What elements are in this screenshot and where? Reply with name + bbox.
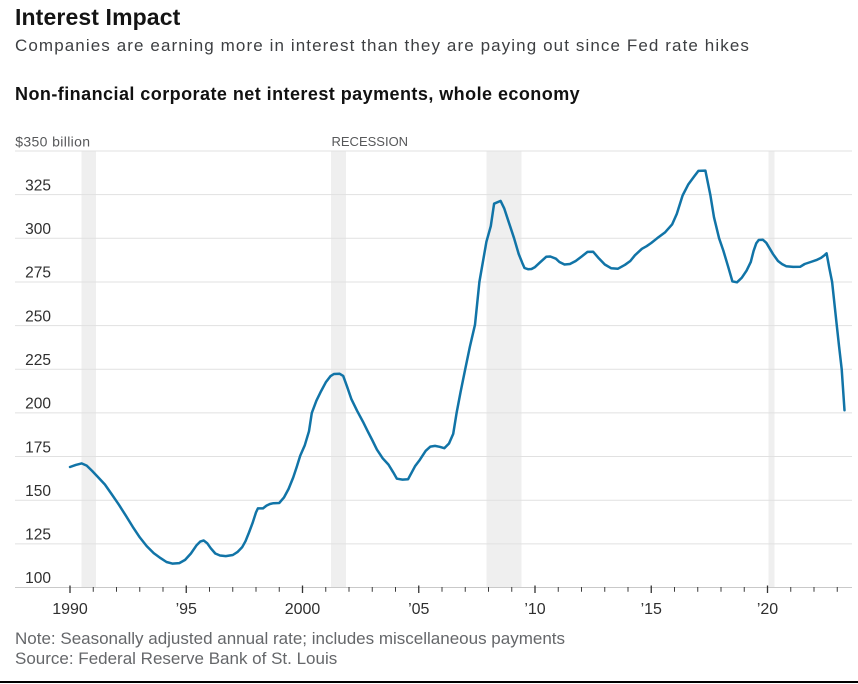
svg-text:’20: ’20 (757, 601, 778, 618)
svg-text:’15: ’15 (641, 601, 662, 618)
svg-text:100: 100 (25, 570, 51, 587)
svg-text:125: 125 (25, 527, 51, 544)
svg-text:325: 325 (25, 177, 51, 194)
svg-text:$350 billion: $350 billion (15, 133, 90, 149)
svg-text:250: 250 (25, 308, 51, 325)
svg-text:’10: ’10 (524, 601, 545, 618)
svg-text:200: 200 (25, 396, 51, 413)
svg-text:1990: 1990 (52, 601, 88, 618)
svg-text:275: 275 (25, 265, 51, 282)
svg-text:’05: ’05 (408, 601, 429, 618)
svg-text:2000: 2000 (285, 601, 321, 618)
svg-text:’95: ’95 (176, 601, 197, 618)
svg-text:300: 300 (25, 221, 51, 238)
svg-text:175: 175 (25, 439, 51, 456)
svg-text:225: 225 (25, 352, 51, 369)
svg-text:150: 150 (25, 483, 51, 500)
svg-text:RECESSION: RECESSION (332, 134, 409, 149)
